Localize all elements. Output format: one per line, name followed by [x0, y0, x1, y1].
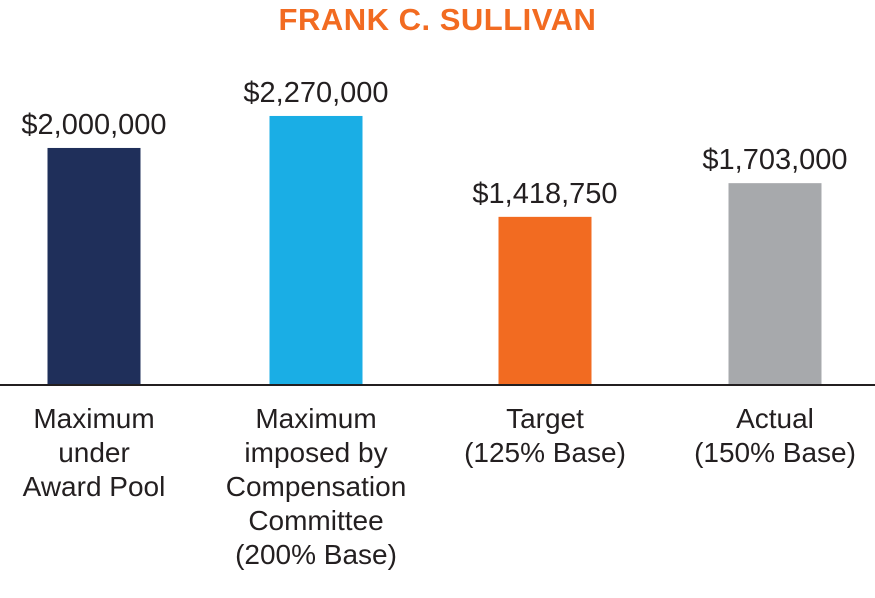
category-label-line: Committee — [248, 505, 383, 536]
bar-3 — [728, 183, 822, 385]
bar-1 — [269, 115, 363, 386]
category-label-2: Target (125% Base) — [464, 403, 626, 468]
category-label-0: Maximum under Award Pool — [23, 403, 166, 502]
bar-2 — [498, 216, 592, 385]
category-label-line: (125% Base) — [464, 437, 626, 468]
data-label-3: $1,703,000 — [702, 144, 847, 176]
category-label-3: Actual (150% Base) — [694, 403, 856, 468]
category-label-line: Compensation — [226, 471, 407, 502]
chart-title: FRANK C. SULLIVAN — [278, 2, 597, 37]
category-label-line: (200% Base) — [235, 539, 397, 570]
category-label-line: Award Pool — [23, 471, 166, 502]
category-label-line: Target — [506, 403, 584, 434]
category-label-line: Maximum — [255, 403, 376, 434]
category-label-line: Actual — [736, 403, 814, 434]
data-label-0: $2,000,000 — [21, 109, 166, 141]
category-label-line: imposed by — [244, 437, 387, 468]
category-label-line: under — [58, 437, 130, 468]
category-label-line: Maximum — [33, 403, 154, 434]
category-label-line: (150% Base) — [694, 437, 856, 468]
category-label-1: Maximum imposed by Compensation Committee (2… — [226, 403, 407, 570]
data-label-2: $1,418,750 — [472, 178, 617, 210]
data-label-1: $2,270,000 — [243, 77, 388, 109]
bar-0 — [47, 147, 141, 385]
